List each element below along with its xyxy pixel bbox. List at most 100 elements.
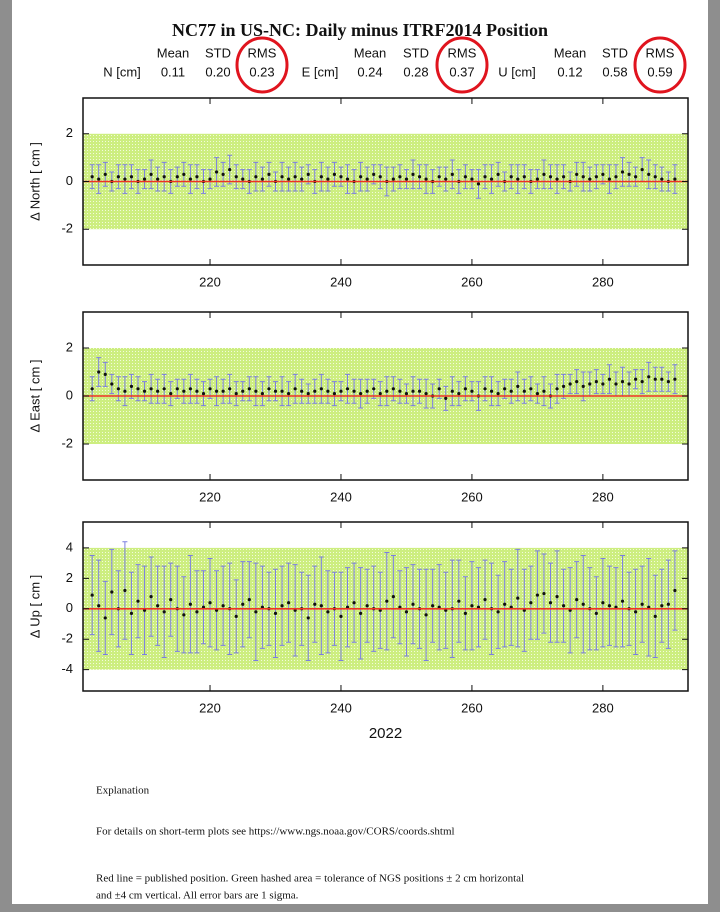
data-point	[241, 602, 245, 606]
data-point	[496, 172, 500, 176]
data-point	[182, 172, 186, 176]
data-point	[634, 610, 638, 614]
data-point	[607, 604, 612, 608]
data-point	[129, 175, 134, 179]
data-point	[594, 175, 598, 179]
data-point	[195, 610, 199, 614]
data-point	[136, 599, 140, 603]
data-point	[496, 610, 500, 614]
data-point	[620, 599, 625, 603]
y-axis-label: Δ Up [ cm ]	[27, 575, 42, 639]
data-point	[208, 387, 212, 391]
data-point	[319, 175, 323, 179]
data-point	[444, 396, 448, 400]
data-point	[228, 387, 232, 391]
data-point	[313, 389, 317, 393]
data-point	[313, 602, 317, 606]
data-point	[529, 387, 533, 391]
data-point	[162, 387, 166, 391]
data-point	[581, 602, 585, 606]
data-point	[260, 177, 265, 181]
data-point	[601, 601, 605, 605]
data-point	[476, 182, 481, 186]
data-point	[97, 604, 101, 608]
data-point	[332, 392, 337, 396]
y-tick-label: -4	[61, 661, 73, 676]
data-point	[581, 384, 585, 388]
stats: N [cm] Mean 0.11 STD 0.20 RMS 0.23 E [cm] Mean 0.…	[103, 36, 687, 94]
data-point	[234, 614, 238, 618]
data-point	[548, 175, 553, 179]
data-point	[319, 387, 323, 391]
y-tick-label: -2	[61, 435, 73, 450]
data-point	[103, 616, 107, 620]
stat-header: Mean	[554, 45, 587, 60]
data-point	[169, 392, 173, 396]
data-point	[162, 610, 166, 614]
data-point	[267, 387, 271, 391]
data-point	[345, 387, 350, 391]
data-point	[365, 389, 369, 393]
data-point	[352, 601, 356, 605]
stat-value: 0.37	[449, 64, 474, 79]
data-point	[463, 387, 467, 391]
x-tick-label: 260	[461, 700, 483, 715]
data-point	[293, 175, 297, 179]
data-point	[588, 382, 592, 386]
stat-value: 0.23	[249, 64, 274, 79]
data-point	[300, 389, 304, 393]
data-point	[116, 387, 120, 391]
data-point	[110, 590, 114, 594]
stat-header: Mean	[157, 45, 190, 60]
data-point	[228, 167, 232, 172]
data-point	[339, 389, 343, 393]
footer-note: and ±4 cm vertical. All error bars are 1…	[96, 890, 299, 902]
data-point	[542, 591, 546, 596]
data-point	[103, 372, 107, 376]
y-tick-label: 2	[66, 570, 73, 585]
data-point	[162, 175, 166, 179]
data-point	[450, 389, 454, 393]
data-point	[391, 387, 395, 391]
stat-header: RMS	[448, 45, 477, 60]
data-point	[372, 172, 376, 176]
x-tick-label: 220	[199, 274, 221, 289]
data-point	[142, 389, 147, 393]
data-point	[575, 380, 579, 384]
stat-value: 0.11	[161, 64, 185, 79]
data-point	[614, 382, 618, 386]
footer-note: Red line = published position. Green has…	[96, 873, 524, 885]
data-point	[516, 177, 520, 181]
data-point	[149, 172, 153, 176]
plot-frame	[82, 521, 689, 692]
x-tick-label: 220	[199, 489, 221, 504]
x-tick-label: 280	[592, 489, 614, 504]
data-point	[142, 177, 147, 181]
y-axis-label: Δ East [ cm ]	[27, 360, 42, 433]
data-point	[607, 377, 612, 381]
data-point	[463, 175, 467, 179]
data-point	[123, 588, 127, 593]
data-point	[280, 604, 284, 608]
data-point	[535, 392, 540, 396]
data-point	[529, 601, 533, 605]
data-point	[156, 604, 160, 608]
y-tick-label: 4	[66, 539, 73, 554]
data-point	[378, 392, 382, 396]
y-tick-label: -2	[61, 631, 73, 646]
data-point	[575, 172, 579, 176]
x-tick-label: 240	[330, 489, 352, 504]
data-point	[273, 611, 278, 615]
data-point	[90, 175, 94, 179]
data-point	[149, 595, 153, 599]
data-point	[483, 598, 487, 602]
data-point	[673, 377, 677, 381]
data-point	[470, 604, 474, 608]
data-point	[391, 177, 395, 181]
data-point	[594, 380, 598, 384]
data-point	[208, 177, 212, 181]
y-tick-label: -2	[61, 221, 73, 236]
data-point	[201, 392, 206, 396]
data-point	[561, 175, 566, 179]
